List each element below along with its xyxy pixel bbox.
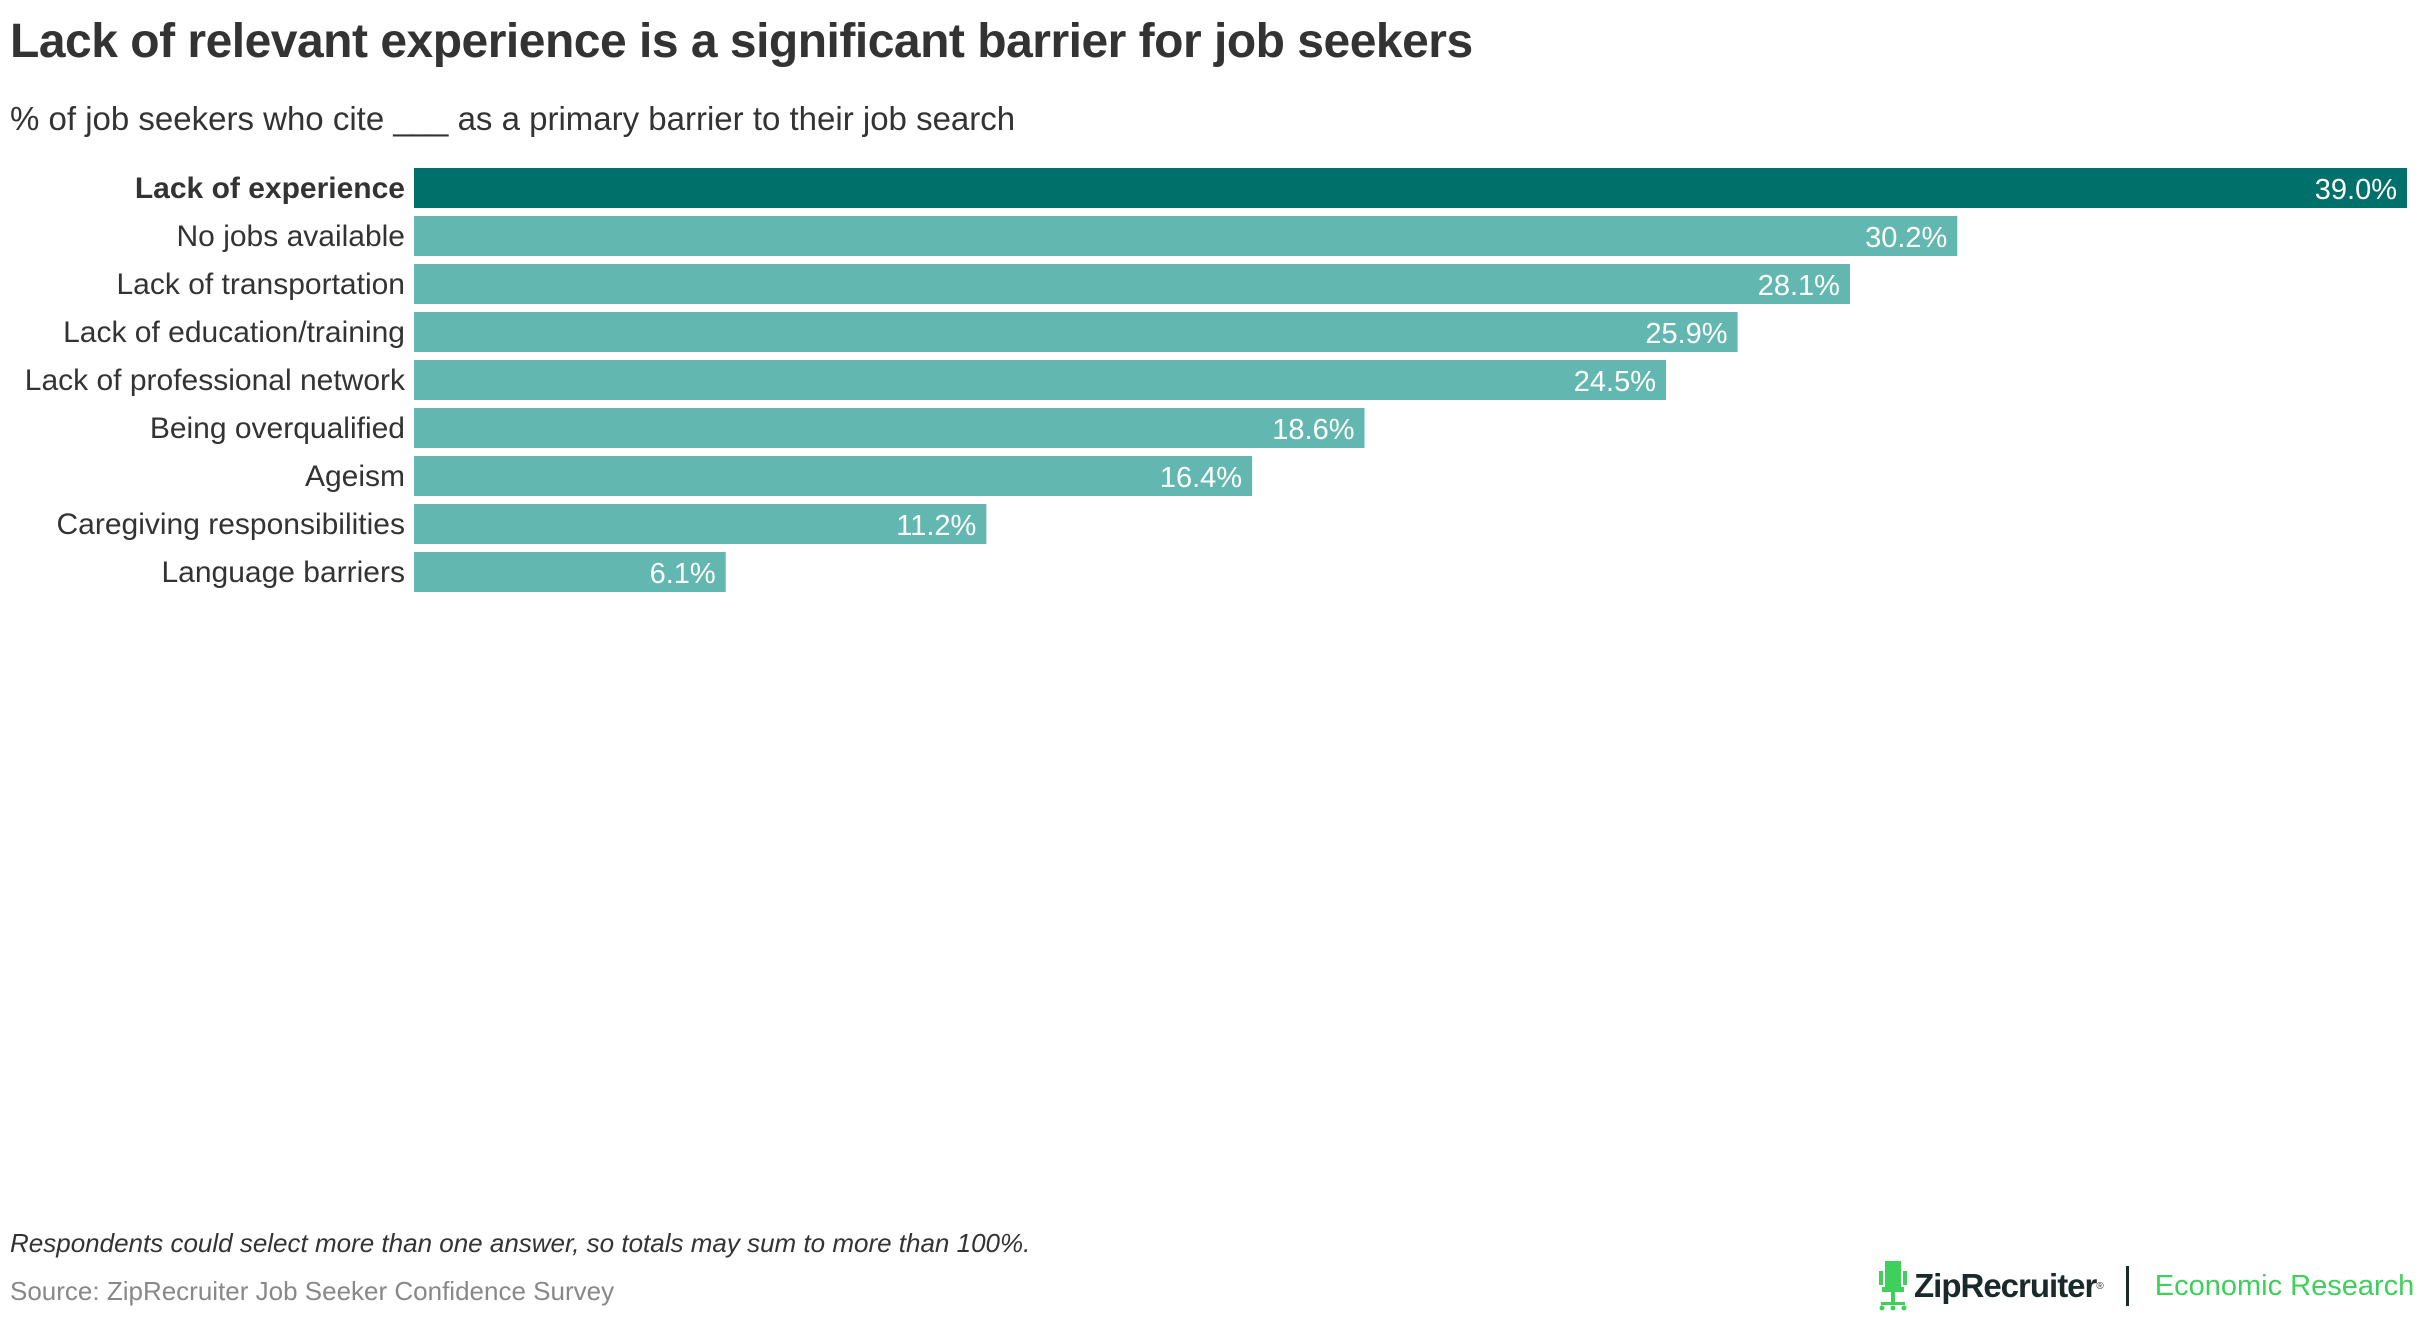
category-label: Language barriers <box>161 556 405 589</box>
footnote: Respondents could select more than one a… <box>10 1228 1031 1258</box>
category-label: No jobs available <box>177 220 405 253</box>
category-label: Lack of experience <box>135 172 405 205</box>
data-label: 25.9% <box>1645 318 1727 350</box>
category-label: Being overqualified <box>150 412 405 445</box>
bar-chart: Lack of experience 39.0% No jobs available… <box>25 168 2407 592</box>
logo-divider <box>2125 1266 2129 1306</box>
category-label: Lack of professional network <box>25 364 406 397</box>
data-label: 18.6% <box>1272 414 1354 446</box>
data-label: 39.0% <box>2315 174 2397 206</box>
bar <box>414 456 1253 496</box>
data-label: 30.2% <box>1865 222 1947 254</box>
bar <box>414 168 2407 208</box>
chart-subtitle: % of job seekers who cite ___ as a prima… <box>10 100 1016 137</box>
bar <box>414 216 1958 256</box>
ziprecruiter-logo: ZipRecruiter ® Economic Research <box>1878 1258 2414 1314</box>
category-label: Caregiving responsibilities <box>56 508 405 541</box>
data-label: 24.5% <box>1574 366 1656 398</box>
chart-title: Lack of relevant experience is a signifi… <box>10 15 1473 68</box>
source-note: Source: ZipRecruiter Job Seeker Confiden… <box>10 1276 615 1306</box>
category-label: Ageism <box>305 460 405 493</box>
brand-name: ZipRecruiter <box>1914 1267 2097 1304</box>
bar <box>414 264 1850 304</box>
category-label: Lack of education/training <box>63 316 405 349</box>
chair-icon <box>1879 1261 1907 1311</box>
bar <box>414 360 1667 400</box>
division-name: Economic Research <box>2154 1269 2415 1302</box>
data-label: 28.1% <box>1758 270 1840 302</box>
bar <box>414 504 987 544</box>
bar <box>414 552 726 592</box>
data-label: 11.2% <box>896 510 976 542</box>
data-label: 16.4% <box>1160 462 1242 494</box>
data-label: 6.1% <box>650 558 716 590</box>
category-label: Lack of transportation <box>116 268 405 301</box>
bar <box>414 408 1365 448</box>
bar <box>414 312 1738 352</box>
